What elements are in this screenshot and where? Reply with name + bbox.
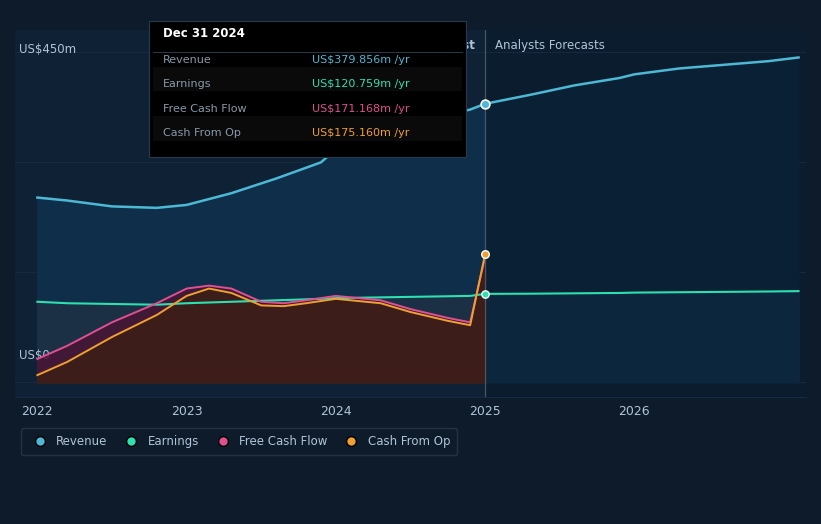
Text: US$175.160m /yr: US$175.160m /yr <box>312 128 409 138</box>
FancyBboxPatch shape <box>154 67 462 91</box>
Text: US$120.759m /yr: US$120.759m /yr <box>312 79 409 89</box>
FancyBboxPatch shape <box>154 116 462 140</box>
Bar <box>485 30 806 397</box>
Point <box>479 290 492 298</box>
Text: Past: Past <box>447 39 475 52</box>
Point <box>479 250 492 258</box>
Text: Free Cash Flow: Free Cash Flow <box>163 104 246 114</box>
Text: Cash From Op: Cash From Op <box>163 128 241 138</box>
Text: Revenue: Revenue <box>163 54 212 64</box>
FancyBboxPatch shape <box>149 21 466 157</box>
Bar <box>15 30 485 397</box>
Text: US$450m: US$450m <box>19 43 76 56</box>
Text: Analysts Forecasts: Analysts Forecasts <box>494 39 604 52</box>
Point <box>479 100 492 108</box>
Text: US$379.856m /yr: US$379.856m /yr <box>312 54 409 64</box>
Text: US$171.168m /yr: US$171.168m /yr <box>312 104 409 114</box>
Text: Earnings: Earnings <box>163 79 212 89</box>
Legend: Revenue, Earnings, Free Cash Flow, Cash From Op: Revenue, Earnings, Free Cash Flow, Cash … <box>21 428 457 455</box>
Text: US$0: US$0 <box>19 350 50 362</box>
Text: Dec 31 2024: Dec 31 2024 <box>163 27 245 40</box>
